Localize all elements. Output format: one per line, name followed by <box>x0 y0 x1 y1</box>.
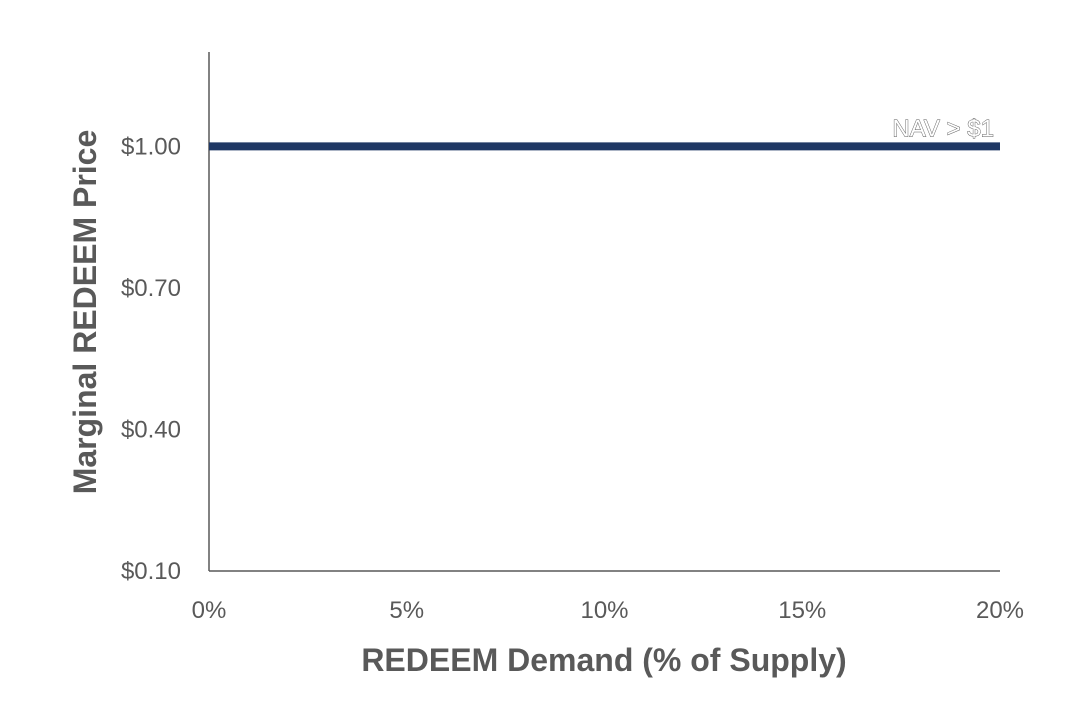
y-tick-label: $0.40 <box>121 416 181 443</box>
x-tick-label: 20% <box>976 597 1024 624</box>
tick-labels: 0% 5% 10% 15% 20% $0.10 $0.40 $0.70 $1.00 <box>121 133 1024 624</box>
x-tick-label: 5% <box>389 597 424 624</box>
y-tick-label: $0.10 <box>121 558 181 585</box>
plot-area: NAV > $1 <box>209 115 1000 151</box>
y-tick-label: $0.70 <box>121 275 181 302</box>
x-tick-label: 10% <box>580 597 628 624</box>
x-tick-label: 15% <box>778 597 826 624</box>
x-tick-label: 0% <box>192 597 227 624</box>
y-tick-label: $1.00 <box>121 133 181 160</box>
x-axis-title: REDEEM Demand (% of Supply) <box>361 642 846 678</box>
axes <box>208 52 1000 572</box>
y-axis-title: Marginal REDEEM Price <box>67 130 103 495</box>
series-label: NAV > $1 <box>892 115 994 142</box>
